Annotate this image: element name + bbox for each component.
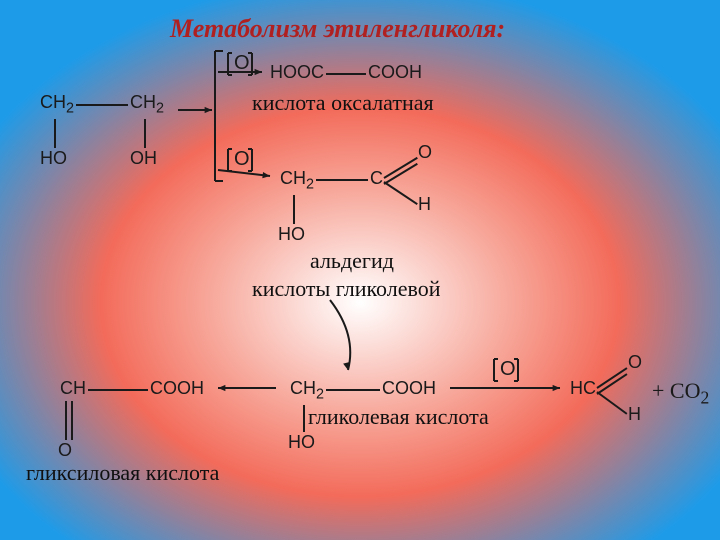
diagram-stage: Метаболизм этиленгликоля: CH2CH2HOOHHOOC… bbox=[0, 0, 720, 540]
arrow-a_gl_fm bbox=[0, 0, 720, 540]
